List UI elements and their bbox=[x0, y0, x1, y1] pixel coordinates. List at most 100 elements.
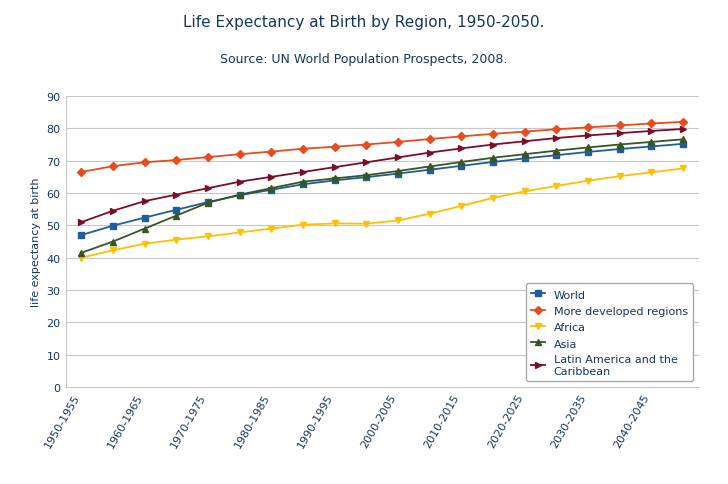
Y-axis label: life expectancy at birth: life expectancy at birth bbox=[31, 177, 41, 307]
World bbox=[647, 144, 656, 150]
Asia bbox=[488, 155, 497, 161]
World bbox=[331, 178, 339, 184]
Latin America and the
Caribbean bbox=[267, 175, 276, 181]
More developed regions bbox=[235, 152, 244, 158]
Asia bbox=[172, 213, 181, 219]
Africa bbox=[488, 196, 497, 201]
More developed regions bbox=[584, 125, 593, 131]
Asia bbox=[394, 169, 403, 175]
Latin America and the
Caribbean bbox=[584, 133, 593, 139]
World bbox=[678, 142, 687, 148]
World bbox=[108, 223, 117, 229]
Latin America and the
Caribbean bbox=[647, 129, 656, 135]
Text: Source: UN World Population Prospects, 2008.: Source: UN World Population Prospects, 2… bbox=[221, 53, 507, 66]
World bbox=[615, 147, 624, 152]
More developed regions bbox=[141, 160, 149, 166]
More developed regions bbox=[298, 147, 307, 152]
Latin America and the
Caribbean bbox=[457, 146, 466, 152]
Latin America and the
Caribbean bbox=[488, 142, 497, 148]
More developed regions bbox=[108, 164, 117, 170]
World bbox=[172, 208, 181, 213]
World bbox=[77, 233, 86, 239]
Africa bbox=[298, 222, 307, 228]
Latin America and the
Caribbean bbox=[331, 165, 339, 171]
Asia bbox=[298, 180, 307, 185]
Latin America and the
Caribbean bbox=[362, 160, 371, 166]
Asia bbox=[108, 239, 117, 245]
Africa bbox=[331, 221, 339, 227]
Africa bbox=[678, 166, 687, 172]
Asia bbox=[425, 164, 434, 170]
Africa bbox=[552, 183, 561, 189]
Latin America and the
Caribbean bbox=[298, 170, 307, 176]
Asia bbox=[141, 226, 149, 232]
World bbox=[394, 171, 403, 177]
World bbox=[457, 164, 466, 169]
World bbox=[521, 156, 529, 162]
More developed regions bbox=[678, 120, 687, 125]
Africa bbox=[235, 230, 244, 236]
Asia bbox=[647, 140, 656, 146]
Asia bbox=[77, 250, 86, 256]
Text: Life Expectancy at Birth by Region, 1950-2050.: Life Expectancy at Birth by Region, 1950… bbox=[183, 15, 545, 30]
Asia bbox=[678, 137, 687, 143]
Africa bbox=[647, 170, 656, 176]
Latin America and the
Caribbean bbox=[521, 139, 529, 145]
Asia bbox=[584, 145, 593, 151]
Asia bbox=[521, 152, 529, 158]
World bbox=[267, 187, 276, 193]
More developed regions bbox=[521, 129, 529, 135]
Africa bbox=[425, 212, 434, 217]
World bbox=[362, 175, 371, 181]
More developed regions bbox=[267, 150, 276, 155]
Asia bbox=[331, 176, 339, 182]
More developed regions bbox=[331, 145, 339, 151]
Latin America and the
Caribbean bbox=[394, 155, 403, 161]
Asia bbox=[267, 186, 276, 192]
Line: More developed regions: More developed regions bbox=[79, 120, 686, 175]
Africa bbox=[615, 174, 624, 180]
World bbox=[298, 182, 307, 188]
Line: World: World bbox=[79, 142, 686, 238]
World bbox=[584, 150, 593, 155]
World bbox=[552, 153, 561, 159]
Latin America and the
Caribbean bbox=[77, 220, 86, 226]
Latin America and the
Caribbean bbox=[425, 151, 434, 156]
Line: Latin America and the
Caribbean: Latin America and the Caribbean bbox=[79, 127, 686, 226]
Latin America and the
Caribbean bbox=[204, 186, 213, 192]
Africa bbox=[108, 248, 117, 254]
Africa bbox=[204, 234, 213, 240]
Asia bbox=[235, 192, 244, 198]
Line: Asia: Asia bbox=[79, 137, 686, 256]
More developed regions bbox=[457, 134, 466, 140]
Latin America and the
Caribbean bbox=[235, 180, 244, 185]
Latin America and the
Caribbean bbox=[552, 136, 561, 142]
World bbox=[141, 215, 149, 221]
More developed regions bbox=[552, 127, 561, 133]
World bbox=[425, 167, 434, 173]
Africa bbox=[457, 204, 466, 210]
Africa bbox=[267, 226, 276, 232]
Latin America and the
Caribbean bbox=[172, 192, 181, 198]
Latin America and the
Caribbean bbox=[678, 127, 687, 133]
Latin America and the
Caribbean bbox=[141, 199, 149, 205]
More developed regions bbox=[362, 142, 371, 148]
More developed regions bbox=[172, 158, 181, 164]
Africa bbox=[584, 179, 593, 184]
Asia bbox=[204, 200, 213, 206]
Asia bbox=[362, 173, 371, 179]
Asia bbox=[615, 142, 624, 148]
Latin America and the
Caribbean bbox=[108, 209, 117, 214]
More developed regions bbox=[394, 140, 403, 146]
More developed regions bbox=[488, 132, 497, 137]
Africa bbox=[362, 221, 371, 227]
World bbox=[488, 160, 497, 166]
More developed regions bbox=[647, 121, 656, 127]
Legend: World, More developed regions, Africa, Asia, Latin America and the
Caribbean: World, More developed regions, Africa, A… bbox=[526, 284, 693, 382]
Africa bbox=[394, 218, 403, 224]
Africa bbox=[172, 237, 181, 243]
More developed regions bbox=[204, 155, 213, 161]
Africa bbox=[521, 189, 529, 195]
World bbox=[235, 193, 244, 199]
Asia bbox=[457, 160, 466, 166]
